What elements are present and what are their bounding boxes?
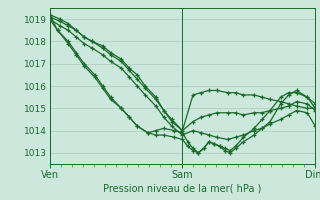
X-axis label: Pression niveau de la mer( hPa ): Pression niveau de la mer( hPa ) [103,184,261,194]
